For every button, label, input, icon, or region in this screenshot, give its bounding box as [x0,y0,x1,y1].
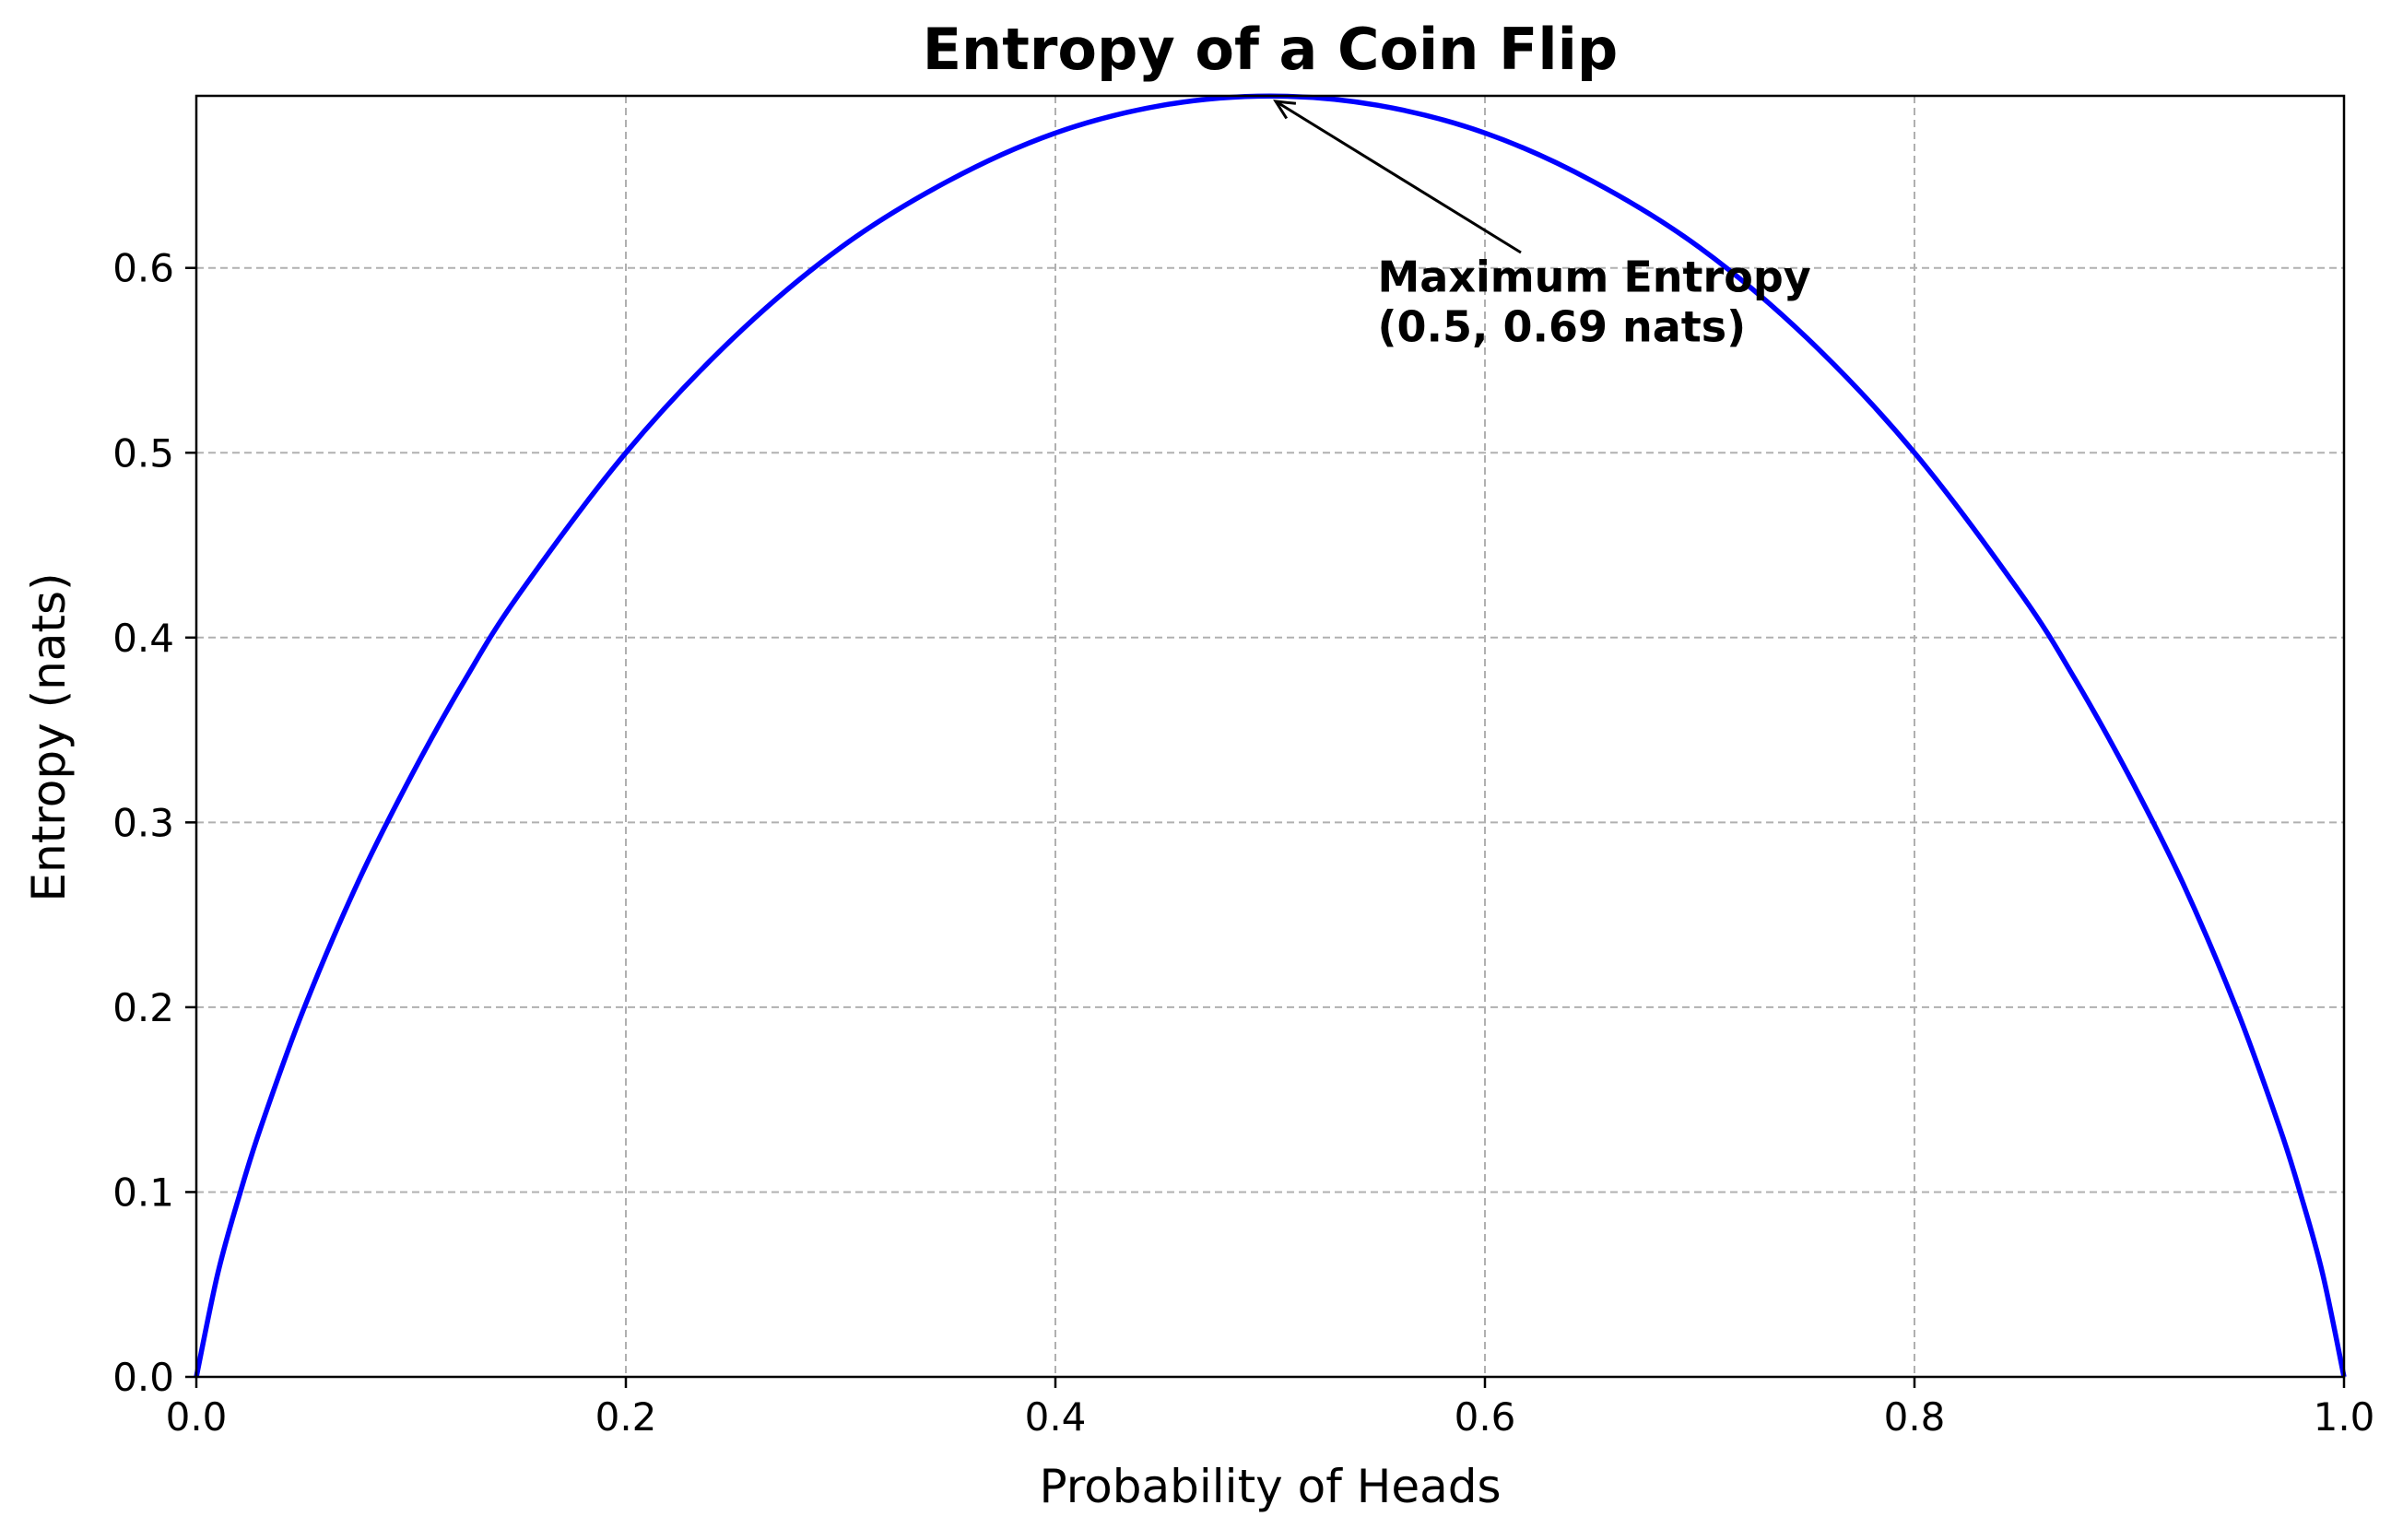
x-axis-label: Probability of Heads [1039,1460,1501,1513]
annotation-arrowhead [1273,100,1297,120]
x-tick-label: 0.6 [1455,1394,1516,1440]
y-tick-label: 0.0 [112,1355,174,1400]
x-axis-ticks: 0.0 0.2 0.4 0.6 0.8 1.0 [166,1377,2375,1440]
annotation-arrow [1275,100,1522,254]
y-axis-label: Entropy (nats) [22,572,76,901]
y-tick-label: 0.6 [112,246,174,291]
y-tick-label: 0.3 [112,800,174,845]
x-tick-label: 0.8 [1884,1394,1946,1440]
x-tick-label: 1.0 [2314,1394,2375,1440]
y-tick-label: 0.5 [112,430,174,476]
y-tick-label: 0.2 [112,985,174,1030]
series-layer [194,93,2347,1378]
x-tick-label: 0.4 [1025,1394,1087,1440]
x-tick-label: 0.0 [166,1394,228,1440]
annotation-label-line1: Maximum Entropy [1378,253,1811,302]
y-axis-ticks: 0.0 0.1 0.2 0.3 0.4 0.5 0.6 [112,246,196,1400]
x-tick-label: 0.2 [595,1394,657,1440]
chart-title: Entropy of a Coin Flip [923,16,1619,83]
y-tick-label: 0.4 [112,616,174,661]
y-tick-label: 0.1 [112,1170,174,1215]
grid-lines [195,96,2345,1378]
series-line [194,93,2347,1378]
annotation: Maximum Entropy (0.5, 0.69 nats) [1273,100,1811,352]
plot-frame [194,94,2346,1379]
annotation-label-line2: (0.5, 0.69 nats) [1378,302,1747,352]
